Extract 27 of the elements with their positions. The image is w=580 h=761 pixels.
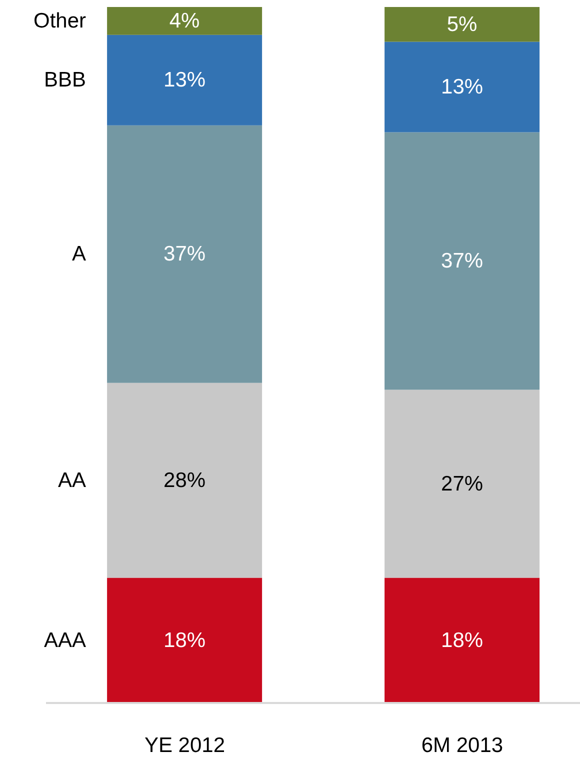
data-label: 13% (441, 76, 484, 99)
bar (384, 7, 540, 42)
bar (107, 34, 262, 126)
data-label: 18% (441, 628, 484, 652)
data-label: 4% (169, 9, 200, 32)
bar (384, 42, 540, 132)
series-label: AAA (44, 628, 86, 652)
x-tick-label: 6M 2013 (421, 734, 504, 757)
bar (384, 132, 540, 390)
data-label: 37% (441, 250, 484, 273)
bar (107, 7, 262, 35)
data-label: 5% (446, 12, 478, 36)
series-label: AA (58, 468, 86, 492)
data-label: 13% (164, 68, 206, 92)
x-tick-label: YE 2012 (144, 734, 226, 757)
data-label: 28% (164, 468, 206, 492)
data-label: 27% (441, 472, 484, 496)
bar (107, 382, 262, 578)
bar (384, 578, 540, 703)
bar (107, 125, 262, 383)
series-label: Other (34, 9, 86, 32)
series-label: BBB (44, 68, 86, 92)
series-label: A (72, 242, 86, 266)
data-label: 18% (164, 628, 206, 652)
bar (107, 578, 262, 703)
data-label: 37% (164, 242, 206, 266)
bar (384, 390, 540, 578)
